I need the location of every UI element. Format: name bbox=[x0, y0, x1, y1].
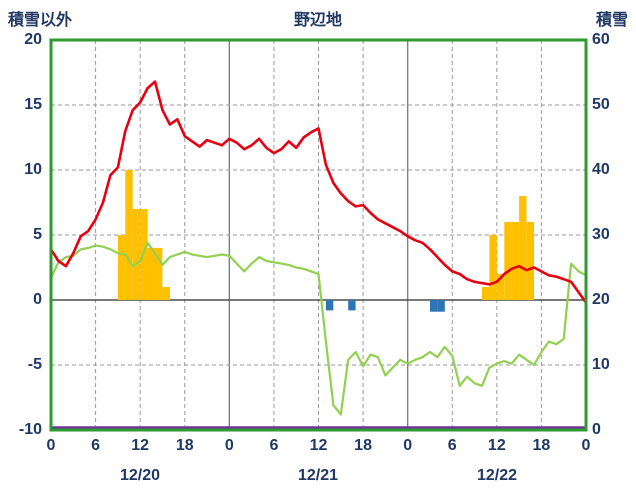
orange-bars-bar bbox=[482, 287, 490, 300]
orange-bars-bar bbox=[489, 235, 497, 300]
right-axis-tick-label: 40 bbox=[592, 161, 610, 178]
x-axis-hour-label: 12 bbox=[131, 437, 150, 454]
date-label-day1: 12/20 bbox=[119, 467, 161, 484]
right-axis-tick-label: 50 bbox=[592, 96, 610, 113]
orange-bars-bar bbox=[511, 222, 520, 300]
x-axis-hour-label: 0 bbox=[224, 437, 234, 454]
x-axis-hour-label: 12 bbox=[309, 437, 328, 454]
orange-bars-bar bbox=[526, 222, 534, 300]
right-axis-tick-label: 20 bbox=[592, 291, 610, 308]
x-axis-hour-label: 18 bbox=[354, 437, 372, 454]
left-axis-title: 積雪以外 bbox=[8, 12, 73, 29]
x-axis-hour-label: 0 bbox=[581, 437, 591, 454]
orange-bars-bar bbox=[155, 248, 163, 300]
green-line bbox=[49, 241, 588, 416]
right-axis-tick-label: 60 bbox=[592, 31, 610, 48]
x-axis-hour-label: 0 bbox=[46, 437, 56, 454]
x-axis-hour-label: 18 bbox=[175, 437, 194, 454]
blue-bars-bar bbox=[325, 300, 334, 311]
blue-bars-bar bbox=[437, 300, 445, 312]
date-label-day2: 12/21 bbox=[297, 467, 339, 484]
station-title: 野辺地 bbox=[293, 12, 342, 29]
orange-bars-bar bbox=[162, 287, 170, 300]
x-axis-hour-label: 6 bbox=[447, 437, 457, 454]
x-axis-hour-label: 18 bbox=[532, 437, 551, 454]
left-axis-tick-label: 5 bbox=[33, 226, 42, 243]
date-label-day3: 12/22 bbox=[476, 467, 518, 484]
orange-bars-bar bbox=[504, 222, 512, 300]
x-axis-hour-label: 0 bbox=[403, 437, 413, 454]
left-axis-tick-label: 10 bbox=[24, 161, 42, 178]
left-axis-tick-label: -10 bbox=[18, 421, 42, 438]
left-axis-tick-label: 15 bbox=[24, 96, 42, 113]
blue-bars-bar bbox=[348, 300, 356, 311]
orange-bars-bar bbox=[125, 170, 133, 300]
right-axis-tick-label: 10 bbox=[592, 356, 610, 373]
right-axis-tick-label: 0 bbox=[592, 421, 601, 438]
x-axis-hour-label: 6 bbox=[91, 437, 101, 454]
left-axis-tick-label: -5 bbox=[27, 356, 42, 373]
left-axis-tick-label: 0 bbox=[33, 291, 42, 308]
orange-bars-bar bbox=[519, 196, 527, 300]
orange-bars-bar bbox=[117, 235, 126, 300]
orange-bars-bar bbox=[496, 274, 505, 300]
chart-frame bbox=[49, 38, 588, 432]
x-axis-hour-label: 6 bbox=[269, 437, 279, 454]
orange-bars-bar bbox=[132, 209, 141, 300]
left-axis-tick-label: 20 bbox=[24, 31, 42, 48]
red-line bbox=[49, 80, 588, 304]
x-axis-hour-label: 12 bbox=[487, 437, 506, 454]
orange-bars-bar bbox=[147, 248, 155, 300]
right-axis-tick-label: 30 bbox=[592, 226, 610, 243]
right-axis-title: 積雪 bbox=[595, 12, 628, 29]
blue-bars-bar bbox=[430, 300, 438, 312]
